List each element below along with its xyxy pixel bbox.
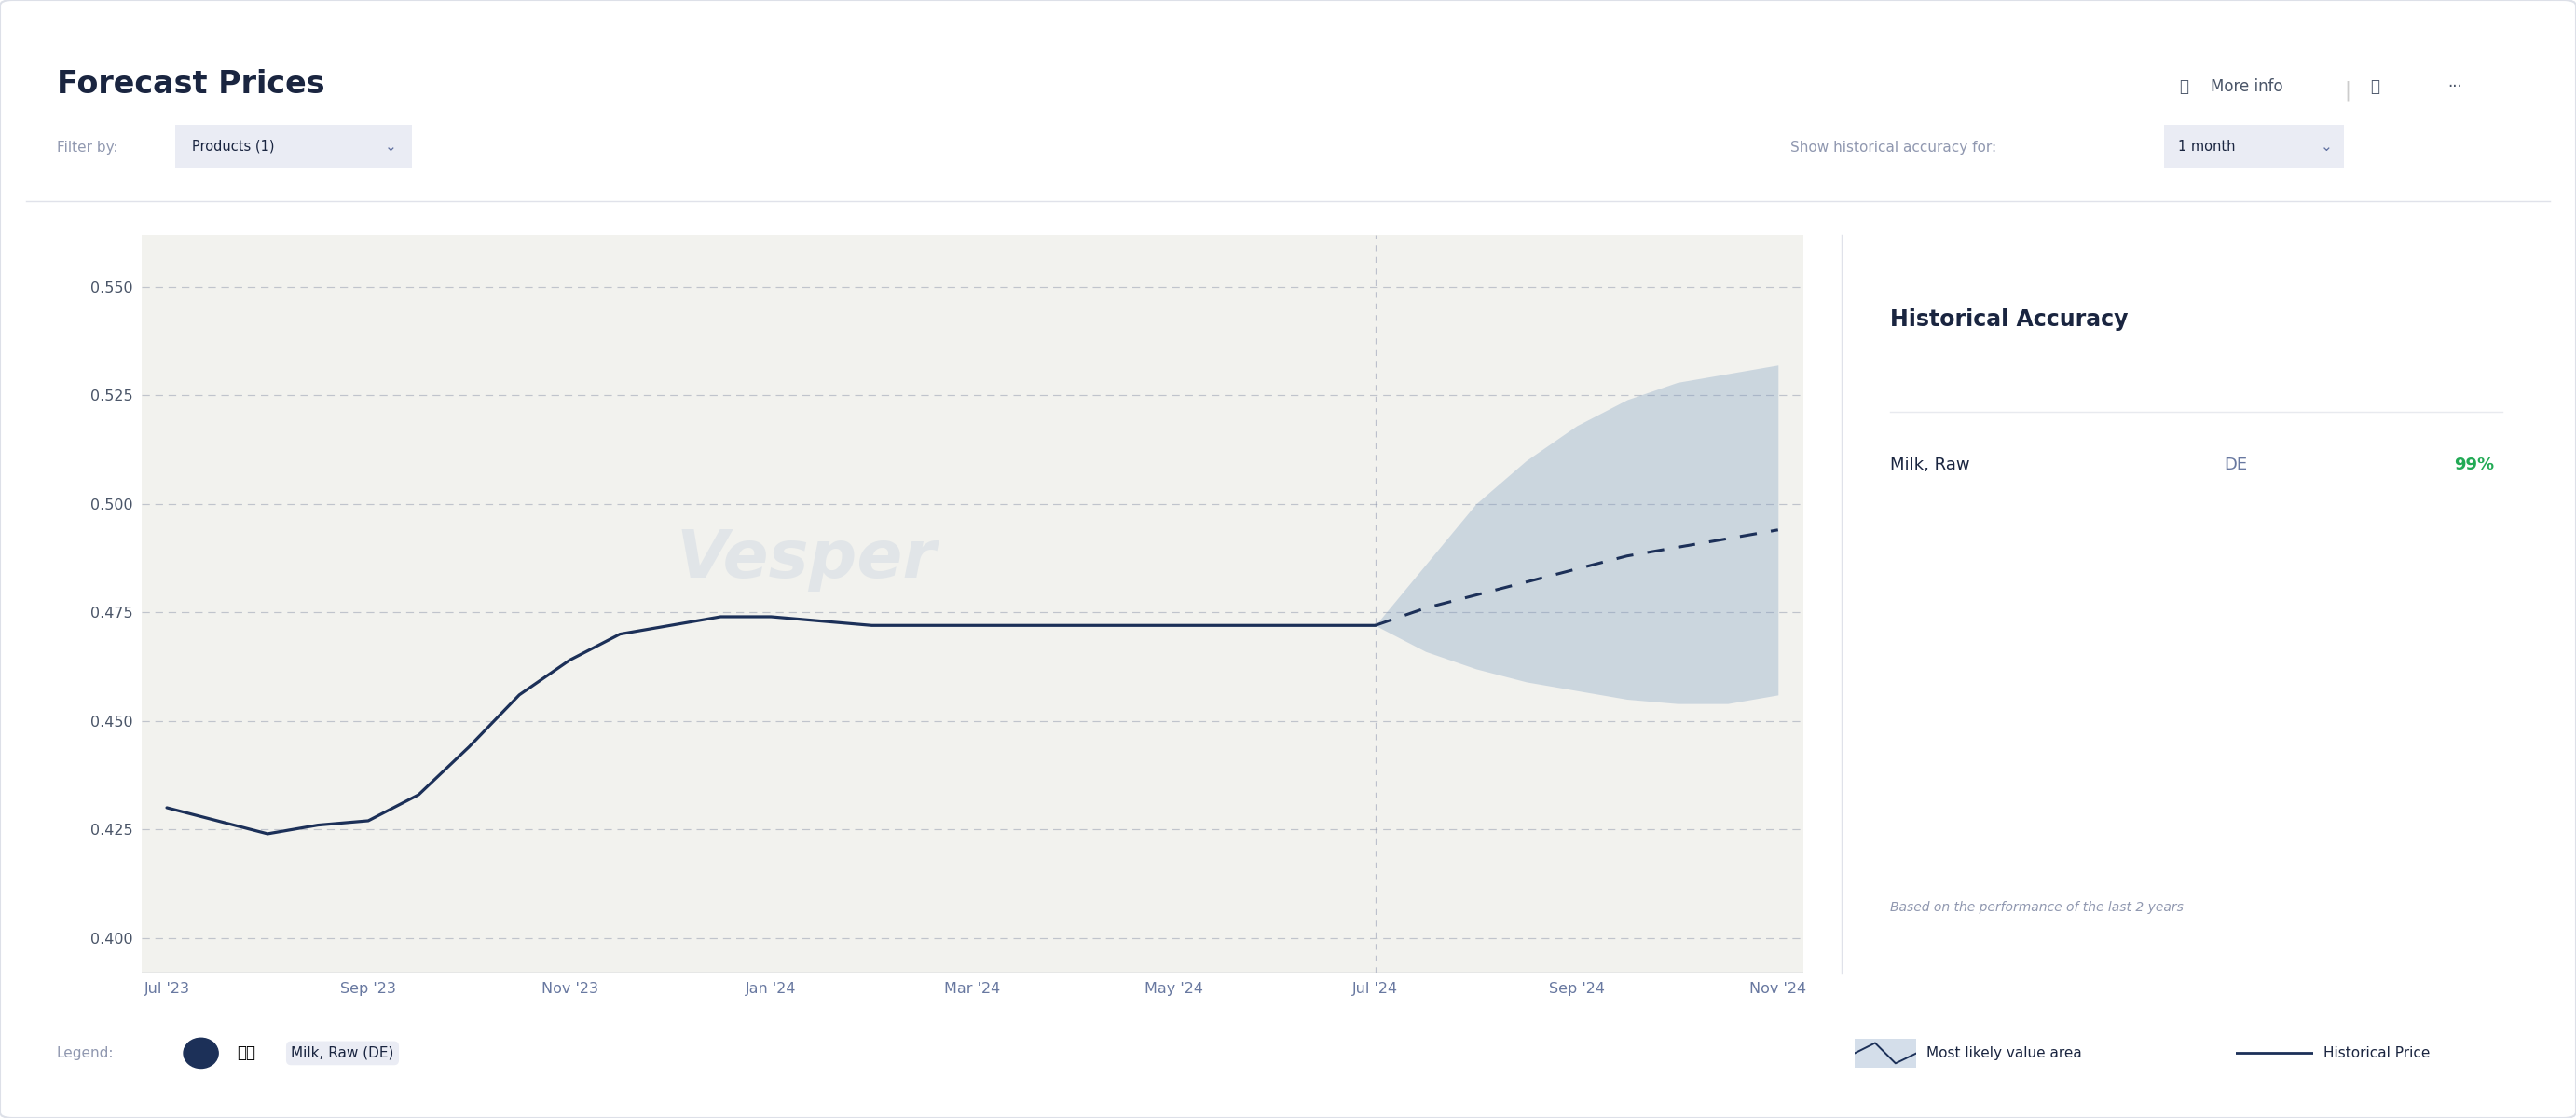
Text: Show historical accuracy for:: Show historical accuracy for: bbox=[1790, 141, 1996, 154]
Text: DE: DE bbox=[2223, 456, 2249, 473]
Text: 1 month: 1 month bbox=[2179, 140, 2236, 153]
Text: Legend:: Legend: bbox=[57, 1046, 113, 1060]
Circle shape bbox=[183, 1039, 219, 1068]
Text: More info: More info bbox=[2210, 78, 2282, 95]
Text: ⌄: ⌄ bbox=[2321, 140, 2331, 153]
Text: 99%: 99% bbox=[2455, 456, 2494, 473]
Text: Products (1): Products (1) bbox=[191, 140, 273, 153]
Text: ⬜: ⬜ bbox=[2370, 78, 2380, 95]
Text: 🇩🇪: 🇩🇪 bbox=[237, 1044, 255, 1062]
Text: Forecast Prices: Forecast Prices bbox=[57, 69, 325, 101]
Text: Milk, Raw (DE): Milk, Raw (DE) bbox=[291, 1046, 394, 1060]
Text: ···: ··· bbox=[2447, 78, 2463, 95]
Text: |: | bbox=[2344, 80, 2352, 101]
Text: Based on the performance of the last 2 years: Based on the performance of the last 2 y… bbox=[1891, 901, 2184, 913]
Text: Historical Accuracy: Historical Accuracy bbox=[1891, 309, 2128, 331]
Text: ⓘ: ⓘ bbox=[2179, 78, 2190, 95]
Text: Milk, Raw: Milk, Raw bbox=[1891, 456, 1971, 473]
Text: Historical Price: Historical Price bbox=[2324, 1046, 2429, 1060]
Text: ⌄: ⌄ bbox=[384, 140, 397, 153]
Text: Filter by:: Filter by: bbox=[57, 141, 118, 154]
Text: Vesper: Vesper bbox=[677, 528, 935, 591]
Text: Most likely value area: Most likely value area bbox=[1927, 1046, 2081, 1060]
